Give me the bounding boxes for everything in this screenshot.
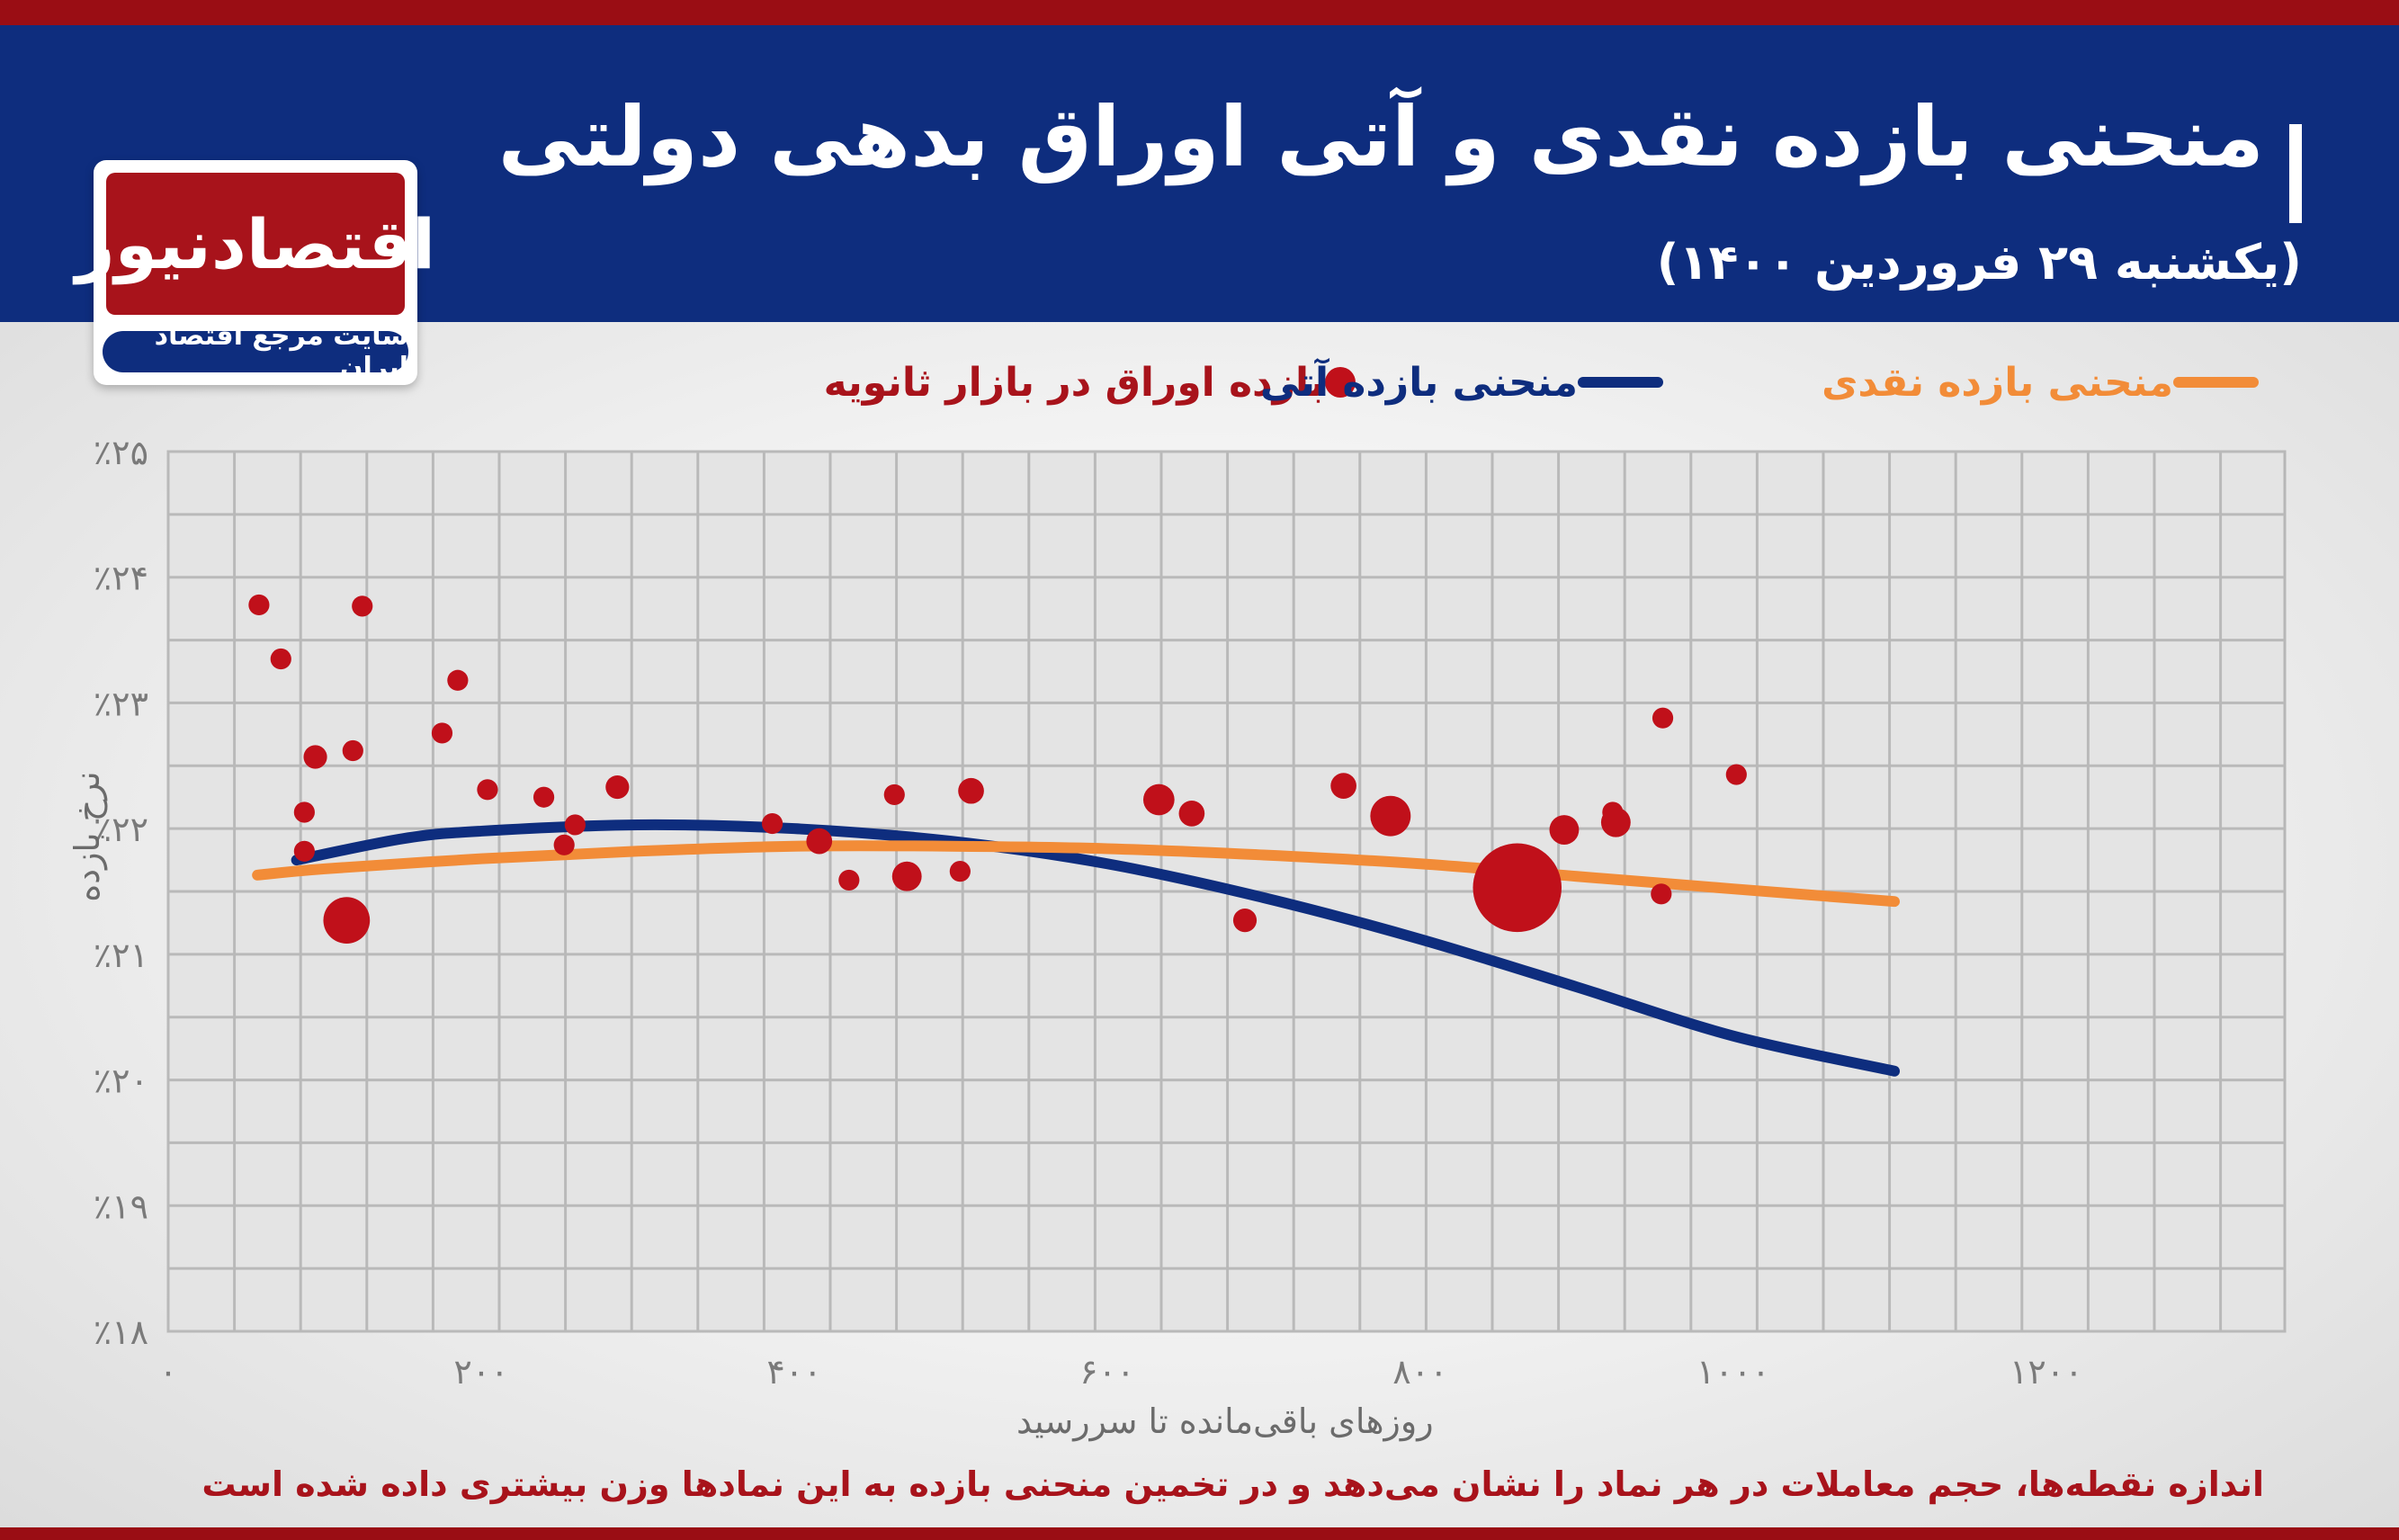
bond-point-12 <box>553 834 575 855</box>
brand-logo: اقتصادنیوز سایت مرجع اقتصاد ایران <box>76 160 435 385</box>
x-tick-label: ۸۰۰ <box>1392 1352 1447 1392</box>
legend-futures: منحنی بازده آتی <box>1260 355 1687 409</box>
page-title: منحنی بازده نقدی و آتی اوراق بدهی دولتی <box>497 89 2264 185</box>
bond-point-16 <box>806 828 833 855</box>
bond-point-26 <box>1370 795 1411 837</box>
bond-point-15 <box>761 812 783 835</box>
bond-point-7 <box>323 897 371 945</box>
bond-point-27 <box>1473 843 1562 933</box>
bond-point-33 <box>1725 764 1747 785</box>
x-tick-label: ۲۰۰ <box>453 1352 508 1392</box>
bond-point-13 <box>564 814 586 836</box>
bond-point-24 <box>1232 909 1258 933</box>
legend-bonds: بازده اوراق در بازار ثانویه <box>824 355 1383 409</box>
bottom-accent-strip <box>0 1527 2399 1540</box>
bond-point-19 <box>891 861 922 891</box>
legend-bonds-marker <box>1325 367 1356 398</box>
bond-point-30 <box>1600 807 1631 837</box>
futures-yield-curve <box>291 819 1901 1077</box>
bond-point-22 <box>1142 783 1175 816</box>
page-subtitle: (یکشنبه ۲۹ فروردین ۱۴۰۰) <box>1656 234 2302 291</box>
bond-point-6 <box>293 840 315 862</box>
chart-lines <box>252 819 1901 1077</box>
bond-point-11 <box>533 786 555 808</box>
x-axis-title: روزهای باقی‌مانده تا سررسید <box>1016 1401 1434 1441</box>
x-tick-label: ۱۰۰۰ <box>1696 1352 1770 1392</box>
chart-ticks: ٪۱۸ ٪۱۹ ٪۲۰ ٪۲۱ ٪۲۲ ٪۲۳ ٪۲۴ ٪۲۵ ۰ ۲۰۰ ۴۰۰ ۶۰۰ ۸۰۰ ۱۰۰… <box>94 433 2083 1392</box>
y-tick-label: ٪۱۸ <box>94 1312 148 1352</box>
y-tick-label: ٪۲۴ <box>94 559 148 598</box>
spot-yield-curve <box>252 840 1901 908</box>
bond-point-31 <box>1652 707 1674 729</box>
bond-point-21 <box>958 777 984 804</box>
chart-points <box>248 594 1747 945</box>
bond-point-9 <box>431 722 453 744</box>
bond-point-17 <box>838 869 860 891</box>
bond-point-18 <box>883 783 905 806</box>
y-tick-label: ٪۲۲ <box>94 810 148 849</box>
x-tick-label: ۱۲۰۰ <box>2010 1352 2083 1392</box>
brand-logo-wordmark: اقتصادنیوز <box>76 173 435 315</box>
bond-point-20 <box>949 861 971 882</box>
x-tick-label: ۰ <box>159 1352 177 1392</box>
bond-point-23 <box>1178 801 1205 827</box>
bond-point-28 <box>1549 815 1580 845</box>
bond-point-3 <box>342 739 363 762</box>
bond-point-14 <box>605 774 630 800</box>
top-accent-strip <box>0 0 2399 25</box>
legend-futures-swatch <box>1578 377 1663 388</box>
x-tick-label: ۶۰۰ <box>1079 1352 1134 1392</box>
bond-point-0 <box>248 594 270 616</box>
bond-point-2 <box>352 595 373 617</box>
y-axis-title: نرخ بازده <box>67 771 107 902</box>
x-tick-label: ۴۰۰ <box>766 1352 821 1392</box>
bond-point-4 <box>303 745 327 769</box>
y-tick-label: ٪۲۵ <box>94 433 148 472</box>
title-accent-bar <box>2289 124 2302 223</box>
chart-footnote: اندازه نقطه‌ها، حجم معاملات در هر نماد ر… <box>201 1464 2264 1504</box>
legend-spot-swatch <box>2173 377 2259 388</box>
legend-spot-label: منحنی بازده نقدی <box>1822 359 2173 406</box>
y-tick-label: ٪۲۳ <box>94 684 148 723</box>
legend-futures-label: منحنی بازده آتی <box>1259 359 1578 406</box>
bond-point-32 <box>1651 883 1672 905</box>
bond-point-8 <box>447 669 469 691</box>
bond-point-5 <box>293 801 315 823</box>
y-tick-label: ٪۱۹ <box>94 1186 148 1226</box>
y-tick-label: ٪۲۱ <box>94 936 148 975</box>
legend-bonds-label: بازده اوراق در بازار ثانویه <box>823 359 1325 406</box>
bond-point-10 <box>477 779 498 801</box>
y-tick-label: ٪۲۰ <box>94 1061 148 1101</box>
bond-point-1 <box>270 648 291 670</box>
bond-point-25 <box>1330 773 1356 799</box>
legend-spot: منحنی بازده نقدی <box>1822 355 2282 409</box>
